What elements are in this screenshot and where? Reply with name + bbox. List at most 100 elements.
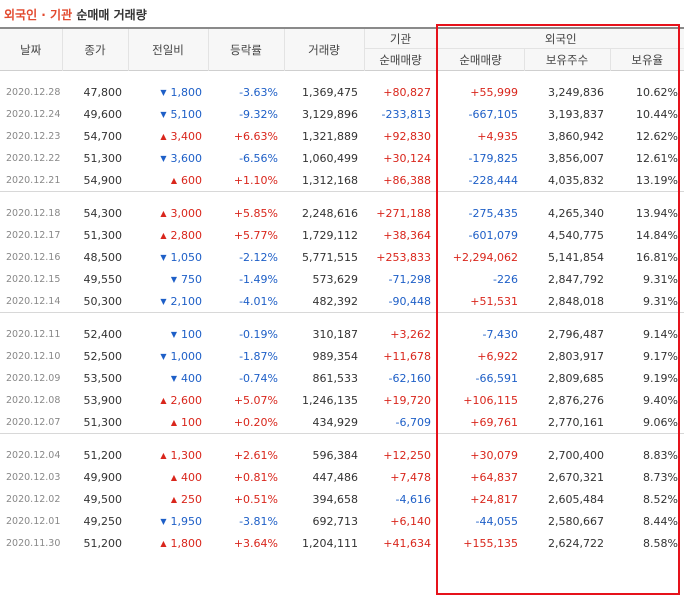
cell-rate: +0.51% xyxy=(233,492,278,506)
triangle-up-icon: ▲ xyxy=(160,208,167,218)
cell-date: 2020.12.16 xyxy=(6,251,61,263)
header-foreign-net[interactable]: 순매매량 xyxy=(437,48,525,71)
cell-close: 51,300 xyxy=(83,415,123,429)
table-body: 2020.12.28 47,800 ▼ 1,800 -3.63% 1,369,475 +80… xyxy=(0,71,684,555)
cell-foreign-net: +4,935 xyxy=(477,129,518,143)
cell-foreign-hold: 2,700,400 xyxy=(548,448,604,462)
cell-change: ▲ 1,800 xyxy=(128,532,208,554)
cell-inst-net: -6,709 xyxy=(395,415,431,429)
header-close[interactable]: 종가 xyxy=(62,28,129,71)
cell-foreign-ratio: 8.52% xyxy=(643,492,678,506)
cell-inst-net: +86,388 xyxy=(383,173,431,187)
header-volume[interactable]: 거래량 xyxy=(284,28,365,71)
change-value: 2,800 xyxy=(170,228,203,242)
cell-foreign-ratio: 16.81% xyxy=(636,250,678,264)
cell-foreign-ratio: 9.17% xyxy=(643,349,678,363)
cell-date: 2020.12.01 xyxy=(6,515,61,527)
cell-change: ▼ 100 xyxy=(128,323,208,345)
group-separator xyxy=(0,191,684,202)
cell-change: ▲ 1,300 xyxy=(128,444,208,466)
cell-foreign-net: -179,825 xyxy=(468,151,518,165)
cell-inst-net: +3,262 xyxy=(390,327,431,341)
separator-cell xyxy=(0,433,684,444)
change-value: 250 xyxy=(181,492,202,506)
cell-inst-net: -233,813 xyxy=(381,107,431,121)
cell-inst-net: +11,678 xyxy=(383,349,431,363)
cell-foreign-ratio: 8.83% xyxy=(643,448,678,462)
table-row: 2020.12.01 49,250 ▼ 1,950 -3.81% 692,713 +6,14… xyxy=(0,510,684,532)
triangle-down-icon: ▼ xyxy=(170,373,177,383)
cell-volume: 1,729,112 xyxy=(302,228,358,242)
trading-volume-table: 날짜 종가 전일비 등락률 거래량 기관 외국인 순매매량 순매매량 보유주수 … xyxy=(0,27,684,554)
cell-foreign-net: +69,761 xyxy=(470,415,518,429)
cell-foreign-net: +64,837 xyxy=(470,470,518,484)
cell-change: ▼ 1,000 xyxy=(128,345,208,367)
header-inst-net[interactable]: 순매매량 xyxy=(364,48,438,71)
triangle-down-icon: ▼ xyxy=(170,274,177,284)
change-value: 100 xyxy=(181,415,202,429)
cell-foreign-net: +55,999 xyxy=(470,85,518,99)
triangle-down-icon: ▼ xyxy=(160,516,167,526)
separator-cell xyxy=(0,312,684,323)
header-foreign-hold[interactable]: 보유주수 xyxy=(524,48,611,71)
header-rate[interactable]: 등락률 xyxy=(208,28,285,71)
table-row: 2020.12.16 48,500 ▼ 1,050 -2.12% 5,771,515 +25… xyxy=(0,246,684,268)
cell-foreign-hold: 2,670,321 xyxy=(548,470,604,484)
triangle-up-icon: ▲ xyxy=(160,395,167,405)
triangle-up-icon: ▲ xyxy=(170,472,177,482)
cell-inst-net: -4,616 xyxy=(395,492,431,506)
cell-date: 2020.12.23 xyxy=(6,130,61,142)
cell-inst-net: +30,124 xyxy=(383,151,431,165)
group-separator xyxy=(0,312,684,323)
cell-inst-net: +12,250 xyxy=(383,448,431,462)
cell-inst-net: +271,188 xyxy=(376,206,431,220)
cell-change: ▲ 2,600 xyxy=(128,389,208,411)
cell-inst-net: +92,830 xyxy=(383,129,431,143)
cell-foreign-hold: 3,193,837 xyxy=(548,107,604,121)
change-value: 100 xyxy=(181,327,202,341)
change-value: 1,800 xyxy=(170,536,203,550)
cell-foreign-ratio: 14.84% xyxy=(636,228,678,242)
cell-close: 54,900 xyxy=(83,173,123,187)
cell-rate: +6.63% xyxy=(233,129,278,143)
cell-date: 2020.12.03 xyxy=(6,471,61,483)
cell-date: 2020.12.09 xyxy=(6,372,61,384)
section-title: 외국인 · 기관 순매매 거래량 xyxy=(4,6,147,22)
group-separator xyxy=(0,71,684,82)
cell-inst-net: -71,298 xyxy=(388,272,431,286)
cell-foreign-hold: 2,770,161 xyxy=(548,415,604,429)
triangle-down-icon: ▼ xyxy=(160,252,167,262)
cell-date: 2020.12.17 xyxy=(6,229,61,241)
cell-close: 49,550 xyxy=(83,272,123,286)
cell-foreign-hold: 3,856,007 xyxy=(548,151,604,165)
table-row: 2020.11.30 51,200 ▲ 1,800 +3.64% 1,204,111 +41… xyxy=(0,532,684,554)
cell-foreign-ratio: 13.94% xyxy=(636,206,678,220)
cell-date: 2020.12.28 xyxy=(6,86,61,98)
table-row: 2020.12.15 49,550 ▼ 750 -1.49% 573,629 -71,298… xyxy=(0,268,684,290)
header-foreign-ratio[interactable]: 보유율 xyxy=(610,48,684,71)
cell-foreign-ratio: 9.06% xyxy=(643,415,678,429)
cell-foreign-ratio: 9.40% xyxy=(643,393,678,407)
table-row: 2020.12.24 49,600 ▼ 5,100 -9.32% 3,129,896 -23… xyxy=(0,103,684,125)
cell-foreign-hold: 2,580,667 xyxy=(548,514,604,528)
cell-volume: 394,658 xyxy=(312,492,359,506)
table-row: 2020.12.14 50,300 ▼ 2,100 -4.01% 482,392 -90,4… xyxy=(0,290,684,313)
header-date[interactable]: 날짜 xyxy=(0,28,63,71)
change-value: 1,950 xyxy=(170,514,203,528)
cell-close: 49,600 xyxy=(83,107,123,121)
cell-inst-net: -62,160 xyxy=(388,371,431,385)
cell-foreign-net: +30,079 xyxy=(470,448,518,462)
cell-close: 54,300 xyxy=(83,206,123,220)
table-row: 2020.12.08 53,900 ▲ 2,600 +5.07% 1,246,135 +19… xyxy=(0,389,684,411)
triangle-down-icon: ▼ xyxy=(170,329,177,339)
separator-cell xyxy=(0,71,684,82)
cell-rate: +0.20% xyxy=(233,415,278,429)
header-change[interactable]: 전일비 xyxy=(128,28,209,71)
cell-foreign-ratio: 8.44% xyxy=(643,514,678,528)
cell-volume: 2,248,616 xyxy=(302,206,358,220)
cell-foreign-hold: 2,624,722 xyxy=(548,536,604,550)
title-investor-label: 외국인 · 기관 xyxy=(4,8,73,22)
cell-volume: 692,713 xyxy=(312,514,359,528)
cell-foreign-ratio: 9.31% xyxy=(643,272,678,286)
cell-inst-net: +19,720 xyxy=(383,393,431,407)
